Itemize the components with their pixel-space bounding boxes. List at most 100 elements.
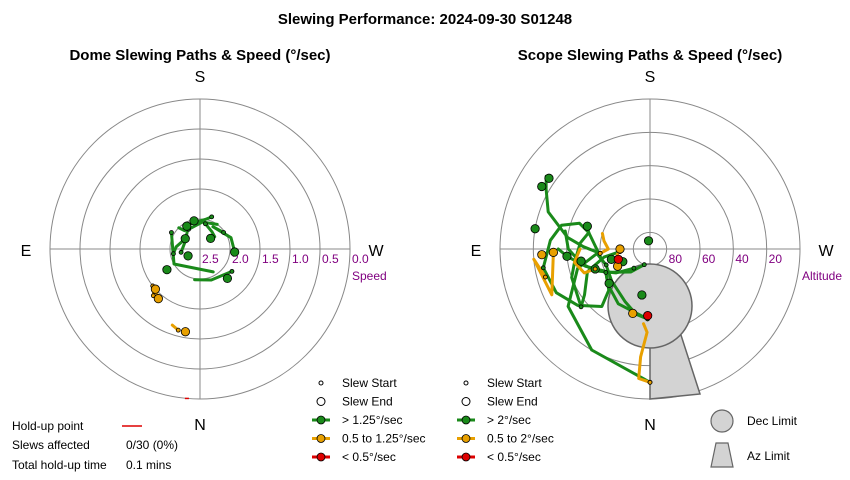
dome-slew-start [209,214,215,220]
scope-limit-zones [607,263,701,400]
scope-slew-end [576,256,586,266]
limits-legend-label: Dec Limit [747,414,798,428]
scope-slew-end [537,181,547,192]
dome-dir-bottom: N [194,417,206,434]
dome-radial-tick: 0.5 [322,252,339,266]
scope-slew-path [598,232,610,255]
dome-legend-label: Slew End [342,395,393,409]
dome-radial-axis-label: Speed [352,269,387,283]
scope-slew-end [628,308,638,318]
dome-chart-title: Dome Slewing Paths & Speed (°/sec) [69,47,330,64]
dome-legend-label: < 0.5°/sec [342,450,396,464]
scope-dir-right: W [818,243,834,260]
scope-slew-end [613,254,623,264]
dome-slew-start [221,230,226,235]
dome-grid [49,98,351,400]
dome-legend-label: 0.5 to 1.25°/sec [342,432,426,446]
figure-title: Slewing Performance: 2024-09-30 S01248 [278,11,572,28]
dome-slew-path [187,220,219,231]
dec-limit-legend-symbol [710,409,734,433]
dome-slew-end [206,233,216,243]
dome-dir-right: W [368,243,384,260]
scope-legend-start-symbol [463,380,469,386]
scope-slew-start [540,265,546,271]
scope-legend-label: Slew Start [487,376,542,390]
scope-radial-tick: 40 [735,252,749,266]
scope-radial-tick: 80 [669,252,683,266]
dome-legend-marker [316,452,326,462]
dome-slew-end [222,273,233,284]
hold-up-info: Hold-up point Slews affected 0/30 (0%) T… [12,419,178,472]
scope-slew-end [548,247,558,257]
scope-chart-title: Scope Slewing Paths & Speed (°/sec) [518,47,782,64]
scope-slew-end [562,251,572,261]
scope-slew-end [537,250,547,260]
scope-slew-start [641,262,647,268]
dome-slew-end [153,294,163,304]
scope-slew-end [544,173,554,183]
scope-legend-marker [461,415,471,425]
dome-slew-start [171,251,176,257]
scope-legend-label: 0.5 to 2°/sec [487,432,554,446]
dome-slew-start [202,221,208,227]
dome-dir-top: S [195,69,206,86]
limits-legend-label: Az Limit [747,449,790,463]
scope-dir-top: S [645,69,656,86]
dome-radial-ticks: 2.5 2.0 1.5 1.0 0.5 0.0 [202,252,369,266]
scope-slew-start [578,304,584,310]
dome-slew-end [150,284,161,294]
dome-legend: Slew Start Slew End > 1.25°/sec 0.5 to 1.25… [312,376,426,464]
scope-radial-tick: 20 [769,252,783,266]
scope-legend-label: < 0.5°/sec [487,450,541,464]
scope-radial-axis-label: Altitude [802,269,842,283]
scope-slew-end [582,221,592,231]
scope-slew-start [603,270,609,275]
dome-slew-end [183,251,193,261]
scope-slew-start [603,262,609,268]
dome-dir-left: E [21,243,32,260]
scope-radial-tick: 60 [702,252,716,266]
scope-slew-start [592,266,598,272]
limits-legend: Dec Limit Az Limit [710,409,798,468]
dome-slew-end [182,221,192,231]
dome-legend-label: > 1.25°/sec [342,413,403,427]
scope-slew-path [573,247,597,275]
total-hold-up-time-label: Total hold-up time [12,458,107,472]
dome-radial-tick: 2.5 [202,252,219,266]
dome-legend-marker [316,415,326,425]
slews-affected-label: Slews affected [12,438,90,452]
dome-slew-end [162,265,172,275]
scope-slew-end [604,278,614,288]
scope-slew-start [647,379,653,385]
dome-radial-tick: 1.5 [262,252,279,266]
dome-slew-end [180,327,191,337]
scope-slew-start [597,250,603,256]
dome-legend-start-symbol [318,380,324,386]
scope-legend-label: Slew End [487,395,538,409]
dome-slew-start [229,268,235,274]
dome-slew-start [178,249,184,255]
scope-slew-path [541,221,603,270]
scope-legend-marker [461,452,471,462]
dome-slew-marks [150,214,240,400]
scope-slew-path [532,250,555,297]
scope-slew-end [530,224,540,234]
dome-slew-end [230,247,240,257]
scope-polar-chart: Scope Slewing Paths & Speed (°/sec) S N … [471,47,843,434]
scope-slew-start [542,274,548,280]
dome-slew-path [169,231,215,274]
dome-slew-path [193,269,234,282]
dome-legend-end-symbol [316,397,326,406]
dec-limit-circle [607,263,693,349]
dome-radial-tick: 0.0 [352,252,369,266]
scope-legend: Slew Start Slew End > 2°/sec 0.5 to 2°/sec <… [457,376,554,464]
scope-dir-bottom: N [644,417,656,434]
scope-slew-end [637,290,647,300]
scope-slew-end [643,236,654,246]
dome-slew-start [175,327,181,333]
dome-polar-chart: Dome Slewing Paths & Speed (°/sec) S N E… [21,47,387,434]
scope-legend-end-symbol [461,397,471,406]
total-hold-up-time-value: 0.1 mins [126,458,171,472]
az-limit-legend-symbol [710,442,734,468]
